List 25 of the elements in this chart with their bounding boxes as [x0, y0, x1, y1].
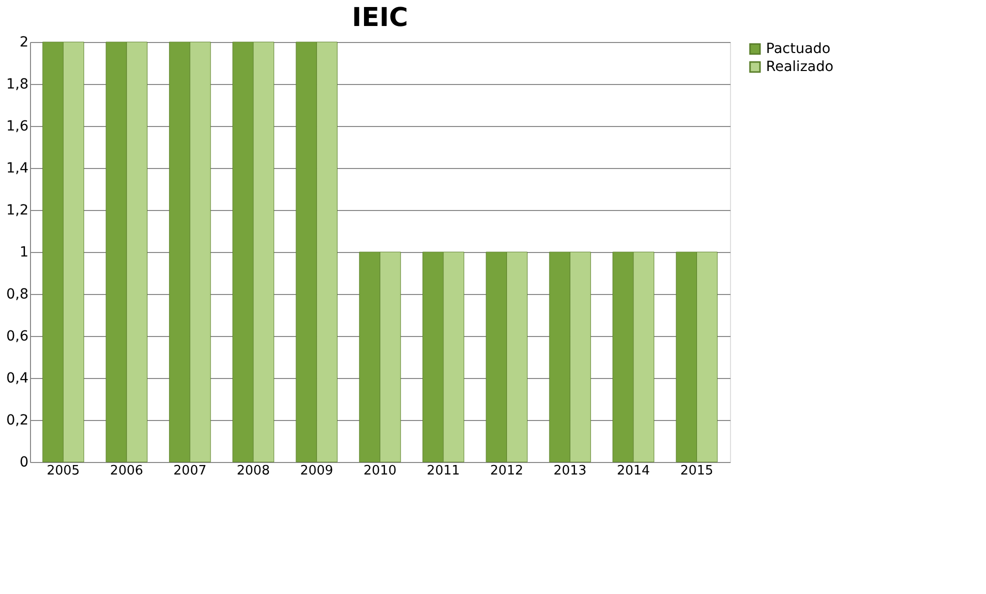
- chart-title: IEIC: [352, 3, 408, 33]
- x-tick-label: 2009: [300, 464, 334, 478]
- x-tick-label: 2015: [680, 464, 714, 478]
- x-tick-label: 2013: [554, 464, 587, 478]
- y-tick-label: 1,6: [6, 118, 29, 134]
- y-tick-label: 1,4: [6, 160, 29, 176]
- x-tick-label: 2010: [363, 464, 397, 478]
- x-tick-label: 2011: [426, 464, 460, 478]
- y-tick-label: 0,8: [6, 286, 28, 302]
- x-tick-label: 2007: [173, 464, 206, 478]
- x-tick-label: 2014: [616, 464, 650, 478]
- y-tick-label: 0,2: [6, 412, 28, 428]
- x-tick-label: 2006: [110, 464, 144, 478]
- y-tick-label: 0,4: [6, 370, 29, 386]
- y-tick-label: 0,6: [6, 328, 29, 344]
- x-tick-label: 2008: [236, 464, 270, 478]
- legend-label: Pactuado: [766, 41, 830, 57]
- y-tick-label: 1: [20, 244, 28, 260]
- y-tick-label: 1,8: [6, 76, 28, 92]
- y-tick-label: 0: [20, 454, 28, 470]
- y-tick-label: 1,2: [6, 202, 28, 218]
- y-tick-label: 2: [20, 34, 28, 50]
- x-tick-label: 2005: [46, 464, 80, 478]
- x-tick-label: 2012: [490, 464, 524, 478]
- legend-label: Realizado: [766, 59, 834, 75]
